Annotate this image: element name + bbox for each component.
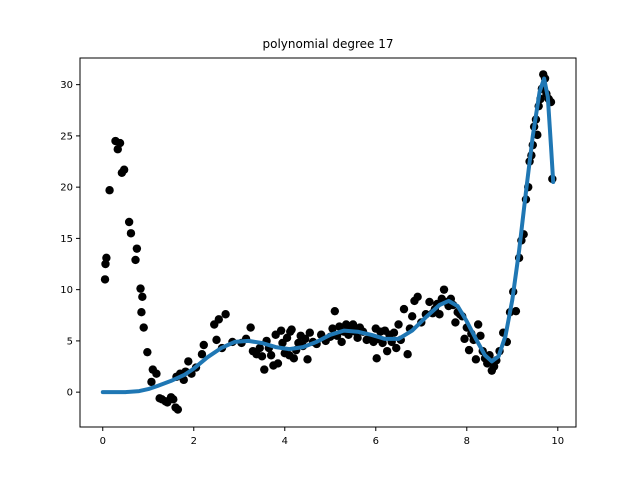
- scatter-point: [473, 320, 483, 329]
- scatter-point: [382, 346, 392, 356]
- scatter-point: [394, 320, 403, 329]
- scatter-point: [392, 343, 401, 353]
- y-tick-label: 10: [60, 285, 73, 296]
- scatter-point: [143, 347, 152, 357]
- chart-title: polynomial degree 17: [262, 37, 393, 51]
- scatter-point: [303, 355, 312, 364]
- y-tick-label: 20: [60, 183, 73, 194]
- scatter-point: [301, 334, 310, 344]
- x-tick-label: 6: [373, 436, 379, 447]
- scatter-point: [337, 337, 346, 347]
- scatter-point: [287, 325, 296, 334]
- scatter-point: [147, 377, 156, 387]
- x-tick-label: 4: [282, 436, 288, 447]
- plot-area: [79, 57, 577, 428]
- scatter-point: [199, 340, 208, 350]
- scatter-point: [273, 359, 283, 368]
- x-tick-label: 8: [464, 436, 470, 447]
- scatter-point: [435, 310, 444, 319]
- scatter-point: [407, 312, 417, 321]
- scatter-point: [184, 357, 193, 366]
- scatter-point: [305, 328, 314, 337]
- scatter-point: [119, 165, 129, 174]
- scatter-point: [266, 351, 276, 360]
- scatter-point: [476, 331, 485, 340]
- scatter-point: [126, 229, 136, 238]
- scatter-point: [464, 345, 474, 355]
- y-tick-label: 25: [60, 131, 73, 142]
- scatter-point: [276, 326, 286, 335]
- fit-line: [100, 76, 556, 395]
- scatter-point: [132, 244, 142, 253]
- scatter-point: [246, 323, 255, 332]
- scatter-point: [137, 308, 146, 317]
- scatter-point: [101, 259, 110, 269]
- scatter-point: [328, 324, 337, 333]
- scatter-point: [389, 328, 399, 337]
- scatter-point: [212, 335, 221, 345]
- axes-frame: [79, 57, 577, 428]
- x-tick-label: 0: [100, 436, 106, 447]
- y-tick-label: 30: [60, 80, 73, 91]
- scatter-point: [169, 395, 178, 404]
- scatter-point: [348, 320, 358, 329]
- scatter-point: [131, 255, 140, 265]
- scatter-point: [173, 405, 183, 414]
- scatter-point: [403, 350, 412, 359]
- fit-line-series: [100, 76, 556, 395]
- scatter-point: [255, 343, 264, 353]
- scatter-point: [511, 306, 521, 316]
- scatter-point: [197, 350, 207, 359]
- scatter-point: [152, 369, 161, 378]
- scatter-point: [102, 253, 111, 263]
- scatter-point: [289, 354, 299, 363]
- scatter-point: [460, 334, 469, 344]
- scatter-point: [100, 275, 110, 284]
- scatter-point: [257, 352, 267, 361]
- scatter-point: [439, 285, 449, 294]
- scatter-point: [260, 365, 269, 374]
- y-axis: 0 5 10 15 20 25 30: [60, 80, 80, 399]
- scatter-point: [214, 315, 223, 324]
- scatter-point: [451, 318, 460, 327]
- scatter-point: [105, 186, 114, 195]
- scatter-point: [115, 138, 125, 148]
- y-tick-label: 5: [67, 336, 73, 347]
- scatter-point: [425, 297, 434, 307]
- x-tick-label: 10: [551, 436, 564, 447]
- scatter-point: [471, 355, 481, 364]
- x-tick-label: 2: [191, 436, 197, 447]
- y-tick-label: 15: [60, 234, 73, 245]
- y-tick-label: 0: [67, 388, 73, 399]
- scatter-point: [399, 304, 409, 314]
- scatter-point: [124, 217, 134, 227]
- scatter-point: [221, 310, 230, 319]
- scatter-point: [138, 292, 147, 302]
- scatter-point: [136, 284, 145, 293]
- x-axis: 0 2 4 6 8 10: [100, 427, 564, 447]
- scatter-point: [353, 333, 362, 343]
- scatter-point: [330, 306, 340, 316]
- scatter-point: [372, 354, 381, 363]
- scatter-point: [139, 323, 148, 332]
- scatter-point: [413, 292, 422, 302]
